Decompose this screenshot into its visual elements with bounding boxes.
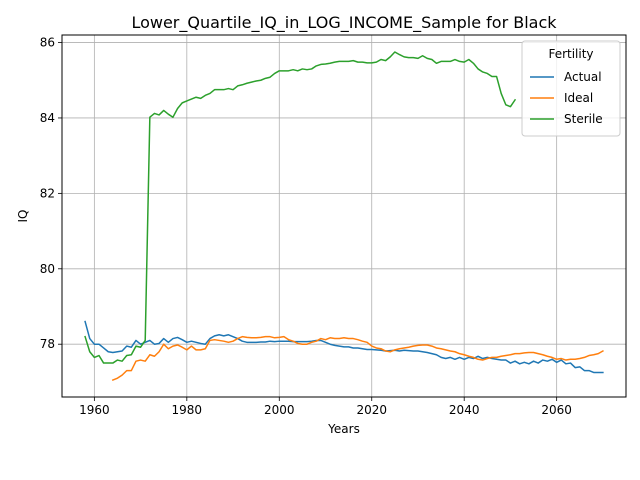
y-tick-label: 84	[40, 111, 55, 125]
legend-label-ideal: Ideal	[564, 91, 593, 105]
y-tick-label: 78	[40, 337, 55, 351]
x-tick-label: 2060	[541, 403, 572, 417]
x-tick-label: 2040	[449, 403, 480, 417]
y-tick-label: 80	[40, 262, 55, 276]
x-axis-ticks: 1960 1980 2000 2020 2040 2060	[79, 397, 572, 417]
plot-frame	[61, 34, 627, 398]
x-tick-label: 1980	[172, 403, 203, 417]
legend: Fertility Actual Ideal Sterile	[521, 40, 621, 137]
legend-items: Actual Ideal Sterile	[530, 70, 603, 126]
chart-title: Lower_Quartile_IQ_in_LOG_INCOME_Sample f…	[131, 13, 557, 33]
y-tick-label: 86	[40, 36, 55, 50]
legend-label-actual: Actual	[564, 70, 602, 84]
series-line-ideal	[111, 335, 604, 382]
y-tick-label: 82	[40, 186, 55, 200]
legend-title: Fertility	[548, 47, 593, 61]
series-lines	[84, 51, 604, 382]
x-tick-label: 1960	[79, 403, 110, 417]
y-axis-label: IQ	[16, 210, 30, 223]
x-tick-label: 2020	[356, 403, 387, 417]
legend-label-sterile: Sterile	[564, 112, 603, 126]
legend-box	[521, 40, 621, 137]
series-line-actual	[84, 320, 604, 374]
x-tick-label: 2000	[264, 403, 295, 417]
x-axis-label: Years	[327, 422, 360, 436]
series-line-sterile	[84, 51, 517, 364]
y-axis-ticks: 78 80 82 84 86	[40, 36, 62, 351]
